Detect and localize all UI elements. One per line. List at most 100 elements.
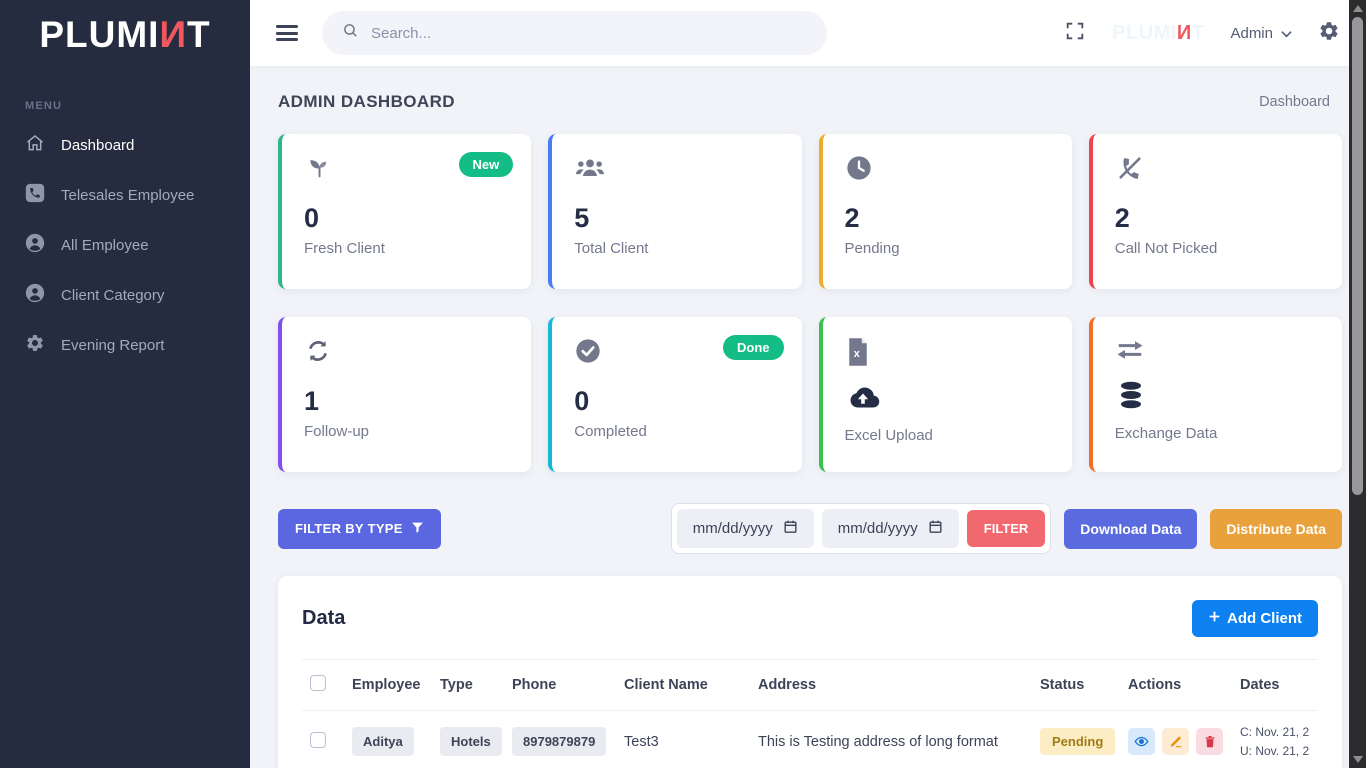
end-date-input[interactable]: mm/dd/yyyy [821,509,959,548]
sidebar-item-dashboard[interactable]: Dashboard [0,120,250,170]
status-badge: New [458,152,514,177]
col-address: Address [750,659,1032,711]
data-panel: Data Add Client [278,576,1342,768]
panel-title: Data [302,607,346,629]
card-label: Fresh Client [304,240,385,257]
col-actions: Actions [1120,659,1232,711]
settings-gear-icon[interactable] [1318,20,1340,47]
card-label: Pending [844,240,900,257]
sidebar-item-label: Evening Report [61,336,165,354]
table-row: Aditya Hotels 8979879879 Test3 This is T… [302,710,1318,768]
sync-icon [304,341,332,369]
search-icon [342,22,359,44]
scrollbar-thumb[interactable] [1352,17,1363,495]
hamburger-menu-icon[interactable] [276,22,298,45]
card-label: Exchange Data [1114,425,1218,442]
edit-pencil-icon[interactable] [1162,728,1189,756]
search-bar[interactable] [322,11,827,55]
card-excel-upload[interactable]: x Excel Upload [818,317,1072,472]
row-checkbox[interactable] [310,731,326,748]
table-header-row: Employee Type Phone Client Name Address … [302,659,1318,711]
phone-icon [25,183,45,207]
card-value: 5 [574,203,590,233]
exchange-arrows-icon [1115,341,1145,367]
start-date-input[interactable]: mm/dd/yyyy [676,509,814,548]
cloud-upload-icon [845,384,1050,417]
sidebar-item-evening-report[interactable]: Evening Report [0,320,250,370]
card-total-client[interactable]: 5 Total Client [548,134,802,289]
calendar-icon[interactable] [928,519,943,538]
date-filter-group: mm/dd/yyyy mm/dd/yyyy FILTER [670,503,1052,554]
card-label: Total Client [574,240,649,257]
card-exchange-data[interactable]: Exchange Data [1088,317,1342,472]
phone-slash-icon [1115,157,1145,186]
dates-cell: C: Nov. 21, 2 U: Nov. 21, 2 [1232,710,1318,768]
date-value: mm/dd/yyyy [692,520,773,537]
stat-cards: New 0 Fresh Client 5 Total Client 2 [278,134,1342,483]
card-value: 2 [844,203,860,233]
sidebar-section-label: MENU [25,100,63,112]
search-input[interactable] [371,24,807,42]
card-follow-up[interactable]: 1 Follow-up [278,317,532,472]
scrollbar-down-arrow[interactable] [1353,756,1363,763]
distribute-data-button[interactable]: Distribute Data [1210,508,1342,549]
sidebar: PLUMI И T MENU Dashboard Telesales Employe… [0,0,250,768]
card-call-not-picked[interactable]: 2 Call Not Picked [1088,134,1342,289]
card-label: Follow-up [304,423,370,440]
brand-suffix: T [187,14,211,55]
page-scrollbar[interactable] [1349,0,1366,768]
card-value: 2 [1114,203,1130,233]
select-all-checkbox[interactable] [310,675,326,691]
user-circle-icon [25,283,45,307]
gear-icon [25,333,45,357]
topbar-brand-logo: PLUMIИT [1112,21,1205,44]
status-badge: Done [723,335,784,360]
employee-chip: Aditya [352,727,414,757]
sidebar-item-all-employee[interactable]: All Employee [0,220,250,270]
col-employee: Employee [344,659,432,711]
filter-button[interactable]: FILTER [966,510,1046,547]
user-circle-icon [25,233,45,257]
sidebar-item-label: All Employee [61,236,149,254]
calendar-icon[interactable] [783,519,798,538]
created-date: C: Nov. 21, 2 [1240,725,1310,739]
sidebar-item-label: Dashboard [61,136,135,154]
card-completed[interactable]: Done 0 Completed [548,317,802,472]
col-phone: Phone [504,659,616,711]
brand-logo[interactable]: PLUMI И T [0,0,250,70]
sidebar-item-label: Client Category [61,286,165,304]
chevron-down-icon [1281,25,1292,42]
sidebar-item-client-category[interactable]: Client Category [0,270,250,320]
admin-label: Admin [1230,24,1273,42]
type-chip: Hotels [440,727,502,757]
filter-by-type-button[interactable]: FILTER BY TYPE [278,508,441,549]
download-data-button[interactable]: Download Data [1064,508,1198,549]
brand-accent: И [159,14,188,55]
status-badge: Pending [1040,728,1116,756]
plus-icon [1208,610,1221,627]
svg-text:x: x [853,348,860,360]
card-fresh-client[interactable]: New 0 Fresh Client [278,134,532,289]
col-status: Status [1032,659,1120,711]
card-label: Call Not Picked [1114,240,1218,257]
filter-bar: FILTER BY TYPE mm/dd/yyyy mm/dd/yyyy [278,503,1342,554]
client-name-cell: Test3 [616,710,750,768]
admin-dropdown[interactable]: Admin [1230,25,1292,42]
check-circle-icon [574,339,602,369]
card-pending[interactable]: 2 Pending [818,134,1072,289]
fullscreen-icon[interactable] [1064,20,1086,47]
view-eye-icon[interactable] [1128,728,1155,756]
sidebar-item-label: Telesales Employee [61,186,195,204]
add-client-button[interactable]: Add Client [1192,600,1318,637]
funnel-icon [411,521,424,537]
clock-icon [845,156,873,186]
scrollbar-up-arrow[interactable] [1353,5,1363,12]
card-value: 0 [574,386,590,416]
delete-trash-icon[interactable] [1196,728,1223,756]
sidebar-item-telesales-employee[interactable]: Telesales Employee [0,170,250,220]
seedling-icon [304,160,334,186]
users-icon [574,159,606,186]
client-table: Employee Type Phone Client Name Address … [302,659,1318,768]
breadcrumb[interactable]: Dashboard [1259,94,1330,110]
card-value: 1 [304,386,320,416]
